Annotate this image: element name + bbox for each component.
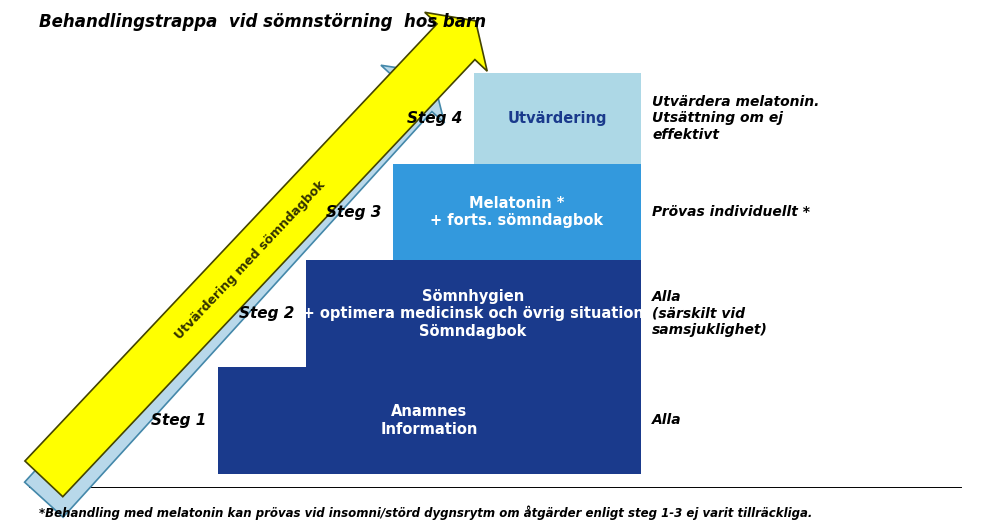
Text: Melatonin *
+ forts. sömndagbok: Melatonin * + forts. sömndagbok <box>431 196 603 228</box>
Text: Steg 1: Steg 1 <box>151 413 207 428</box>
FancyBboxPatch shape <box>219 367 641 474</box>
Text: *Behandling med melatonin kan prövas vid insomni/störd dygnsrytm om åtgärder enl: *Behandling med melatonin kan prövas vid… <box>39 506 813 520</box>
Text: Anamnes
Information: Anamnes Information <box>381 404 478 436</box>
Polygon shape <box>25 12 487 496</box>
Text: Steg 4: Steg 4 <box>407 111 462 126</box>
Text: Sömnhygien
(+ optimera medicinsk och övrig situation)
Sömndagbok: Sömnhygien (+ optimera medicinsk och övr… <box>296 289 650 339</box>
FancyBboxPatch shape <box>393 164 641 260</box>
Text: Steg 3: Steg 3 <box>326 204 381 220</box>
Text: Behandlingstrappa  vid sömnstörning  hos barn: Behandlingstrappa vid sömnstörning hos b… <box>39 13 486 31</box>
Text: Sömnutredning, differentialdiagnostik: Sömnutredning, differentialdiagnostik <box>133 193 324 401</box>
Text: Utvärdering: Utvärdering <box>507 111 607 126</box>
Polygon shape <box>25 65 445 517</box>
FancyBboxPatch shape <box>473 73 641 164</box>
Text: Steg 2: Steg 2 <box>239 306 294 321</box>
FancyBboxPatch shape <box>306 260 641 367</box>
Text: Utvärdera melatonin.
Utsättning om ej
effektivt: Utvärdera melatonin. Utsättning om ej ef… <box>652 95 820 142</box>
Text: Alla
(särskilt vid
samsjuklighet): Alla (särskilt vid samsjuklighet) <box>652 290 768 337</box>
Text: Prövas individuellt *: Prövas individuellt * <box>652 205 810 219</box>
Text: Alla: Alla <box>652 413 682 427</box>
Text: Utvärdering med sömndagbok: Utvärdering med sömndagbok <box>172 178 328 342</box>
